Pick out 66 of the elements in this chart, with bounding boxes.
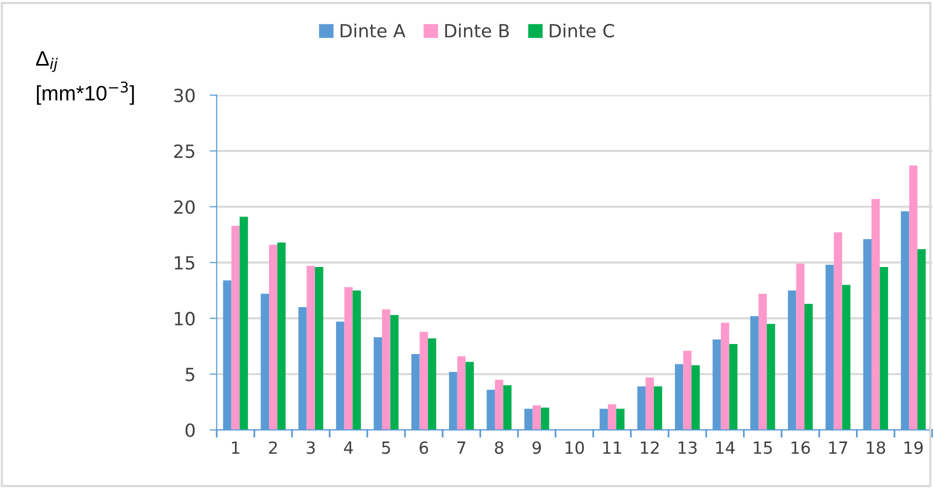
x-tick-label: 11 <box>603 442 622 454</box>
bar <box>608 404 616 430</box>
x-tick-label: 8 <box>494 441 504 454</box>
bar <box>428 338 436 430</box>
bar <box>909 165 918 430</box>
x-tick-label: 18 <box>866 441 886 454</box>
bar <box>834 232 842 430</box>
bar <box>344 287 353 430</box>
y-tick-label: 20 <box>174 200 195 214</box>
bar <box>231 226 240 430</box>
bar <box>692 365 700 430</box>
bar <box>540 408 550 430</box>
x-tick-label: 7 <box>458 442 466 454</box>
bar <box>314 267 324 430</box>
x-tick-label: 5 <box>382 442 390 454</box>
y-tick-label: 10 <box>174 312 195 326</box>
bar <box>720 322 730 430</box>
x-tick-label: 6 <box>420 441 428 454</box>
bar <box>796 264 804 430</box>
bar <box>917 249 926 430</box>
x-tick-label: 4 <box>344 442 353 454</box>
bar <box>880 267 888 430</box>
legend-label: Dinte B <box>445 24 509 38</box>
x-tick-label: 1 <box>232 442 240 454</box>
y-tick-label: 25 <box>174 144 194 158</box>
bar <box>503 385 512 430</box>
y-tick-label: 5 <box>186 368 194 382</box>
x-tick-label: 16 <box>792 441 810 454</box>
bar <box>420 332 428 430</box>
bar <box>457 356 466 430</box>
bar <box>466 362 474 430</box>
bar <box>683 350 692 430</box>
x-tick-label: 9 <box>532 441 541 454</box>
bar <box>277 242 286 430</box>
x-tick-label: 2 <box>269 441 277 454</box>
bar <box>306 266 315 430</box>
x-tick-label: 12 <box>640 441 659 454</box>
bar <box>842 284 850 430</box>
x-tick-label: 3 <box>306 441 315 454</box>
bar <box>616 408 624 430</box>
bar <box>269 244 278 430</box>
bar <box>352 290 361 430</box>
bar <box>729 344 738 430</box>
y-tick-label: 15 <box>174 256 194 270</box>
bar <box>494 380 504 430</box>
legend-label: Dinte C <box>550 24 614 38</box>
y-tick-label: 30 <box>174 88 195 102</box>
x-tick-label: 17 <box>829 442 848 454</box>
legend-label: Dinte A <box>340 24 406 38</box>
y-axis-title: Δ$_{ij}$ [mm*10$^{−3}$] <box>36 51 134 105</box>
x-tick-label: 19 <box>904 441 923 454</box>
bar <box>382 309 390 430</box>
bar <box>766 324 776 430</box>
bar <box>646 377 654 430</box>
bar <box>654 386 662 430</box>
y-tick-label: 0 <box>186 423 195 438</box>
x-tick-label: 10 <box>566 441 584 454</box>
bar <box>240 216 248 430</box>
bar <box>390 314 399 430</box>
bar <box>758 294 767 430</box>
x-tick-label: 13 <box>678 441 697 454</box>
x-tick-label: 14 <box>716 442 735 454</box>
bar <box>532 405 541 430</box>
x-tick-label: 15 <box>754 442 772 454</box>
bar <box>872 198 880 430</box>
bar <box>804 304 813 430</box>
